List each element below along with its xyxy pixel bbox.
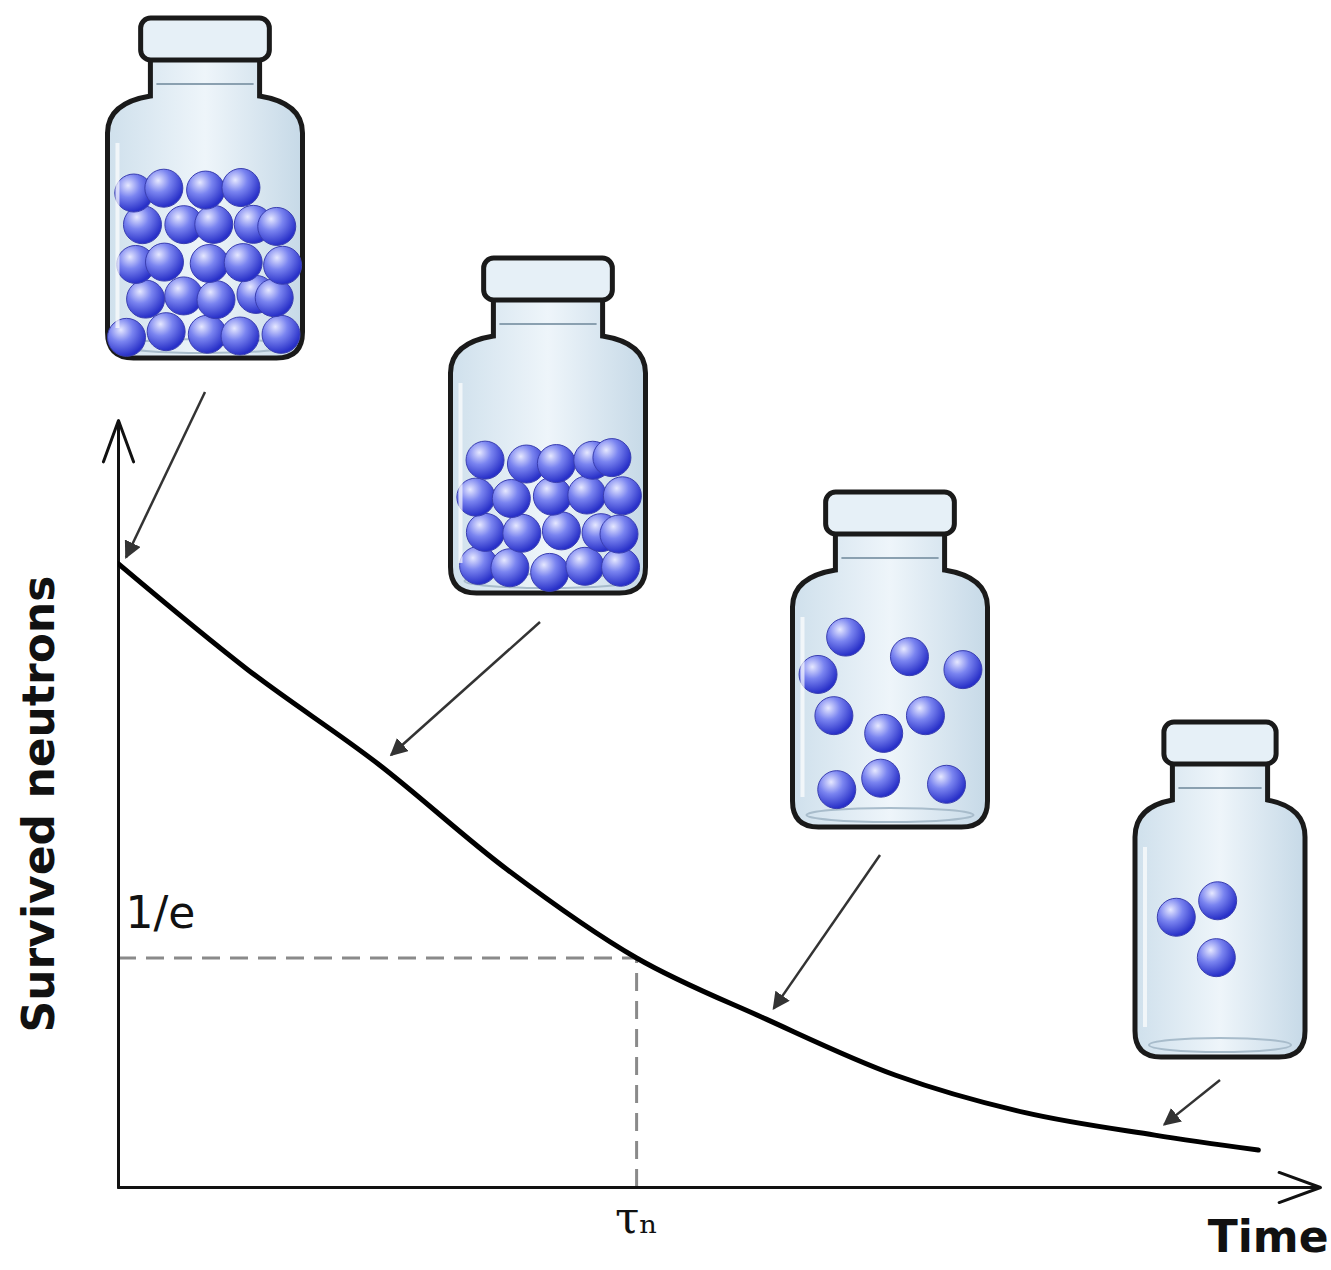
svg-text:Survived neutrons: Survived neutrons (13, 576, 64, 1033)
svg-text:τₙ: τₙ (615, 1192, 658, 1243)
svg-text:Time: Time (1208, 1211, 1329, 1262)
svg-text:1/e: 1/e (126, 887, 196, 938)
